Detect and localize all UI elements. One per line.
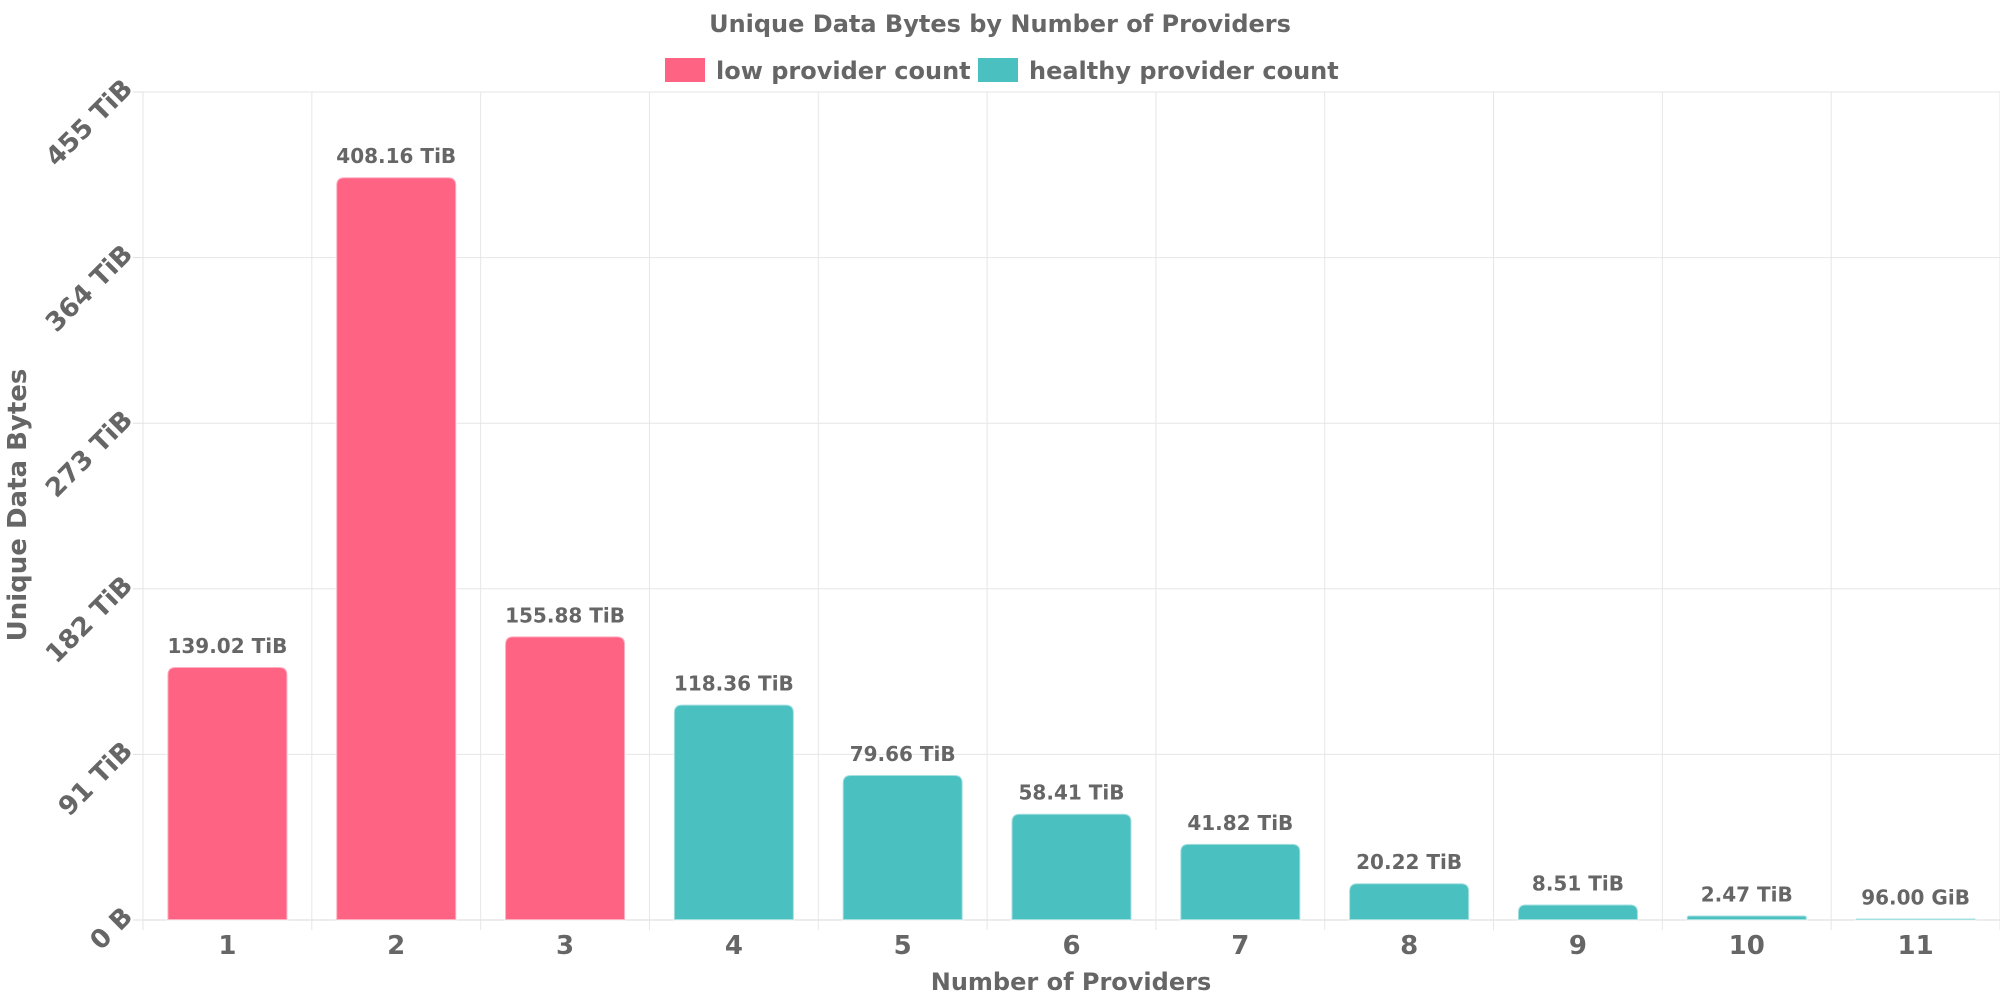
x-axis-label: Number of Providers	[931, 968, 1211, 996]
bar-value-label: 2.47 TiB	[1701, 883, 1793, 907]
bar-value-label: 118.36 TiB	[674, 672, 794, 696]
y-tick-label: 182 TiB	[40, 571, 139, 670]
bar	[335, 176, 458, 921]
bar-value-label: 96.00 GiB	[1861, 886, 1970, 910]
bar	[1516, 903, 1639, 921]
y-tick-label: 91 TiB	[53, 736, 139, 822]
data-labels: 139.02 TiB 408.16 TiB 155.88 TiB 118.36 TiB…	[167, 144, 1970, 909]
bar-value-label: 20.22 TiB	[1356, 850, 1462, 874]
bar-value-label: 408.16 TiB	[336, 144, 456, 168]
y-tick-label: 455 TiB	[40, 74, 139, 173]
bar	[672, 703, 795, 921]
x-tick-label: 11	[1897, 931, 1933, 961]
bar	[1010, 812, 1133, 921]
chart-title: Unique Data Bytes by Number of Providers	[709, 10, 1291, 38]
x-tick-label: 1	[218, 931, 236, 961]
bar-value-label: 79.66 TiB	[850, 742, 956, 766]
bar-value-label: 58.41 TiB	[1019, 781, 1125, 805]
legend: low provider count healthy provider count	[665, 57, 1339, 85]
y-axis-label: Unique Data Bytes	[3, 369, 33, 642]
bar	[166, 666, 289, 921]
x-tick-label: 3	[556, 931, 574, 961]
bar-value-label: 155.88 TiB	[505, 603, 625, 627]
bar	[1685, 914, 1808, 921]
x-tick-label: 2	[387, 931, 405, 961]
bar-value-label: 41.82 TiB	[1187, 811, 1293, 835]
bar	[841, 774, 964, 921]
bar	[1179, 842, 1302, 921]
bar	[504, 635, 627, 921]
y-tick-label: 0 B	[85, 902, 139, 956]
x-tick-label: 7	[1231, 931, 1249, 961]
legend-swatch	[665, 58, 705, 82]
bar	[1854, 917, 1977, 921]
bar-value-label: 139.02 TiB	[167, 634, 287, 658]
x-tick-label: 9	[1569, 931, 1587, 961]
legend-swatch	[978, 58, 1018, 82]
x-tick-label: 8	[1400, 931, 1418, 961]
bar	[1348, 882, 1471, 921]
bar-value-label: 8.51 TiB	[1532, 872, 1624, 896]
x-tick-label: 6	[1062, 931, 1080, 961]
y-tick-label: 364 TiB	[40, 239, 139, 338]
x-tick-label: 5	[894, 931, 912, 961]
bars	[166, 176, 1977, 921]
y-tick-label: 273 TiB	[40, 405, 139, 504]
legend-label: healthy provider count	[1029, 57, 1339, 85]
legend-label: low provider count	[716, 57, 971, 85]
x-tick-label: 10	[1729, 931, 1765, 961]
x-tick-label: 4	[725, 931, 743, 961]
